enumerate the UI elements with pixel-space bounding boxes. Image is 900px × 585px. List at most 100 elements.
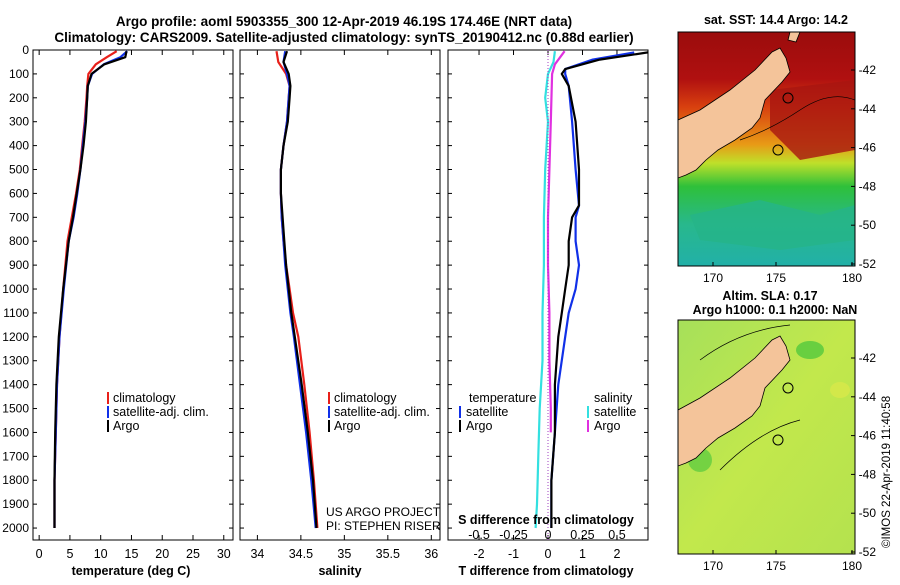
credit-pi: PI: STEPHEN RISER xyxy=(326,519,441,533)
y-tick-label: 100 xyxy=(9,67,29,81)
y-tick-label: 0 xyxy=(22,43,29,57)
s-tick-label: 0 xyxy=(545,528,552,542)
sla-map-title-1: Altim. SLA: 0.17 xyxy=(722,289,817,303)
y-tick-label: 1900 xyxy=(2,497,29,511)
y-tick-label: 600 xyxy=(9,186,29,200)
x-tick-label: 35.5 xyxy=(376,547,400,561)
x-tick-label: 35 xyxy=(337,547,351,561)
legend-climatology: climatology xyxy=(113,391,176,405)
y-tick-label: 1800 xyxy=(2,473,29,487)
y-tick-label: 1700 xyxy=(2,449,29,463)
y-tick-label: 2000 xyxy=(2,521,29,535)
argo-position-marker xyxy=(772,434,784,446)
x-tick-label: -1 xyxy=(508,547,519,561)
s-tick-label: 0.25 xyxy=(570,528,594,542)
map-lon-label: 175 xyxy=(766,559,786,573)
series-line-t-argo xyxy=(550,51,648,528)
legend-satellite: satellite-adj. clim. xyxy=(334,405,430,419)
map-lat-label: -42 xyxy=(859,351,877,365)
eddy-marker xyxy=(782,92,794,104)
legend-argo: Argo xyxy=(113,419,139,433)
map-lat-label: -42 xyxy=(859,63,877,77)
y-tick-label: 800 xyxy=(9,234,29,248)
x-tick-label: 20 xyxy=(155,547,169,561)
salinity-legend: climatology satellite-adj. clim. Argo xyxy=(328,391,430,433)
sla-map-title-2: Argo h1000: 0.1 h2000: NaN xyxy=(693,303,858,317)
eddy-marker xyxy=(782,382,794,394)
sst-green-patch xyxy=(690,200,855,250)
map-lon-label: 170 xyxy=(703,271,723,285)
sst-map-frame xyxy=(677,31,856,267)
map-lat-label: -46 xyxy=(859,141,877,155)
map-lat-label: -44 xyxy=(859,102,877,116)
land-south-island xyxy=(678,335,791,467)
legend-t-argo: Argo xyxy=(466,419,492,433)
y-tick-label: 700 xyxy=(9,210,29,224)
map-lon-label: 175 xyxy=(766,271,786,285)
header-title: Argo profile: aoml 5903355_300 12-Apr-20… xyxy=(116,14,572,29)
map-lat-label: -48 xyxy=(859,179,877,193)
map-lat-label: -50 xyxy=(859,506,877,520)
legend-satellite: satellite-adj. clim. xyxy=(113,405,209,419)
credit-project: US ARGO PROJECT xyxy=(326,505,441,519)
sst-map-title: sat. SST: 14.4 Argo: 14.2 xyxy=(704,13,848,27)
x-tick-label: 1 xyxy=(579,547,586,561)
sla-patch xyxy=(796,341,824,359)
map-lon-label: 180 xyxy=(842,271,862,285)
land-north-island xyxy=(787,32,801,43)
y-tick-label: 1400 xyxy=(2,378,29,392)
y-tick-label: 400 xyxy=(9,139,29,153)
legend-salinity-title: salinity xyxy=(594,391,633,405)
x-tick-label: -2 xyxy=(473,547,484,561)
legend-climatology: climatology xyxy=(334,391,397,405)
legend-s-satellite: satellite xyxy=(594,405,636,419)
y-tick-label: 1600 xyxy=(2,425,29,439)
y-tick-label: 1500 xyxy=(2,402,29,416)
x-tick-label: 10 xyxy=(94,547,108,561)
x-tick-label: 0 xyxy=(36,547,43,561)
pressure-axis: 0 100 200 300 400 500 600 700 800 900 1000 1100 1200… xyxy=(2,43,648,535)
y-tick-label: 1100 xyxy=(3,306,29,320)
y-tick-label: 1300 xyxy=(2,354,29,368)
y-tick-label: 200 xyxy=(9,91,29,105)
s-tick-label: -0.25 xyxy=(499,528,528,542)
x-tick-label: 30 xyxy=(217,547,231,561)
map-lat-label: -48 xyxy=(859,467,877,481)
temperature-axis-label: temperature (deg C) xyxy=(72,564,191,578)
x-tick-label: 25 xyxy=(186,547,200,561)
imos-watermark: ©IMOS 22-Apr-2019 11:40:58 xyxy=(881,396,893,548)
land-south-island xyxy=(678,47,791,179)
argo-position-marker xyxy=(772,144,784,156)
map-lon-label: 170 xyxy=(703,559,723,573)
t-difference-axis-label: T difference from climatology xyxy=(458,564,633,578)
legend-argo: Argo xyxy=(334,419,360,433)
y-tick-label: 300 xyxy=(9,115,29,129)
s-tick-label: 0.5 xyxy=(608,528,625,542)
x-tick-label: 0 xyxy=(545,547,552,561)
series-line-s-satellite xyxy=(534,51,556,529)
y-tick-label: 900 xyxy=(9,258,29,272)
sla-map xyxy=(678,320,855,554)
s-difference-ticks: -0.5 -0.25 0 0.25 0.5 xyxy=(468,528,625,542)
salinity-axis-label: salinity xyxy=(318,564,361,578)
x-tick-label: 15 xyxy=(125,547,139,561)
s-tick-label: -0.5 xyxy=(468,528,490,542)
map-lat-label: -52 xyxy=(859,257,877,271)
sla-map-frame xyxy=(677,319,856,555)
series-line-satellite-adj-clim- xyxy=(53,50,128,528)
sst-map xyxy=(678,32,855,266)
temperature-panel-frame xyxy=(32,49,234,541)
series-line-argo xyxy=(53,50,128,528)
sst-warm-patch xyxy=(770,80,855,160)
x-tick-label: 2 xyxy=(613,547,620,561)
x-tick-label: 34.5 xyxy=(289,547,313,561)
header-subtitle: Climatology: CARS2009. Satellite-adjuste… xyxy=(54,30,633,45)
x-axes: 0 5 10 15 20 25 30 34 34.5 35 35.5 36 -2 -1 0 1 2 xyxy=(36,50,620,561)
map-axes: -42 -44 -46 -48 -50 -52 170 175 180 -42 -44 -46 -48 -… xyxy=(703,63,876,573)
map-lat-label: -44 xyxy=(859,390,877,404)
map-lat-label: -52 xyxy=(859,545,877,559)
sla-contour xyxy=(699,324,801,471)
sla-patch xyxy=(830,382,850,398)
series-line-s-argo xyxy=(546,50,566,433)
